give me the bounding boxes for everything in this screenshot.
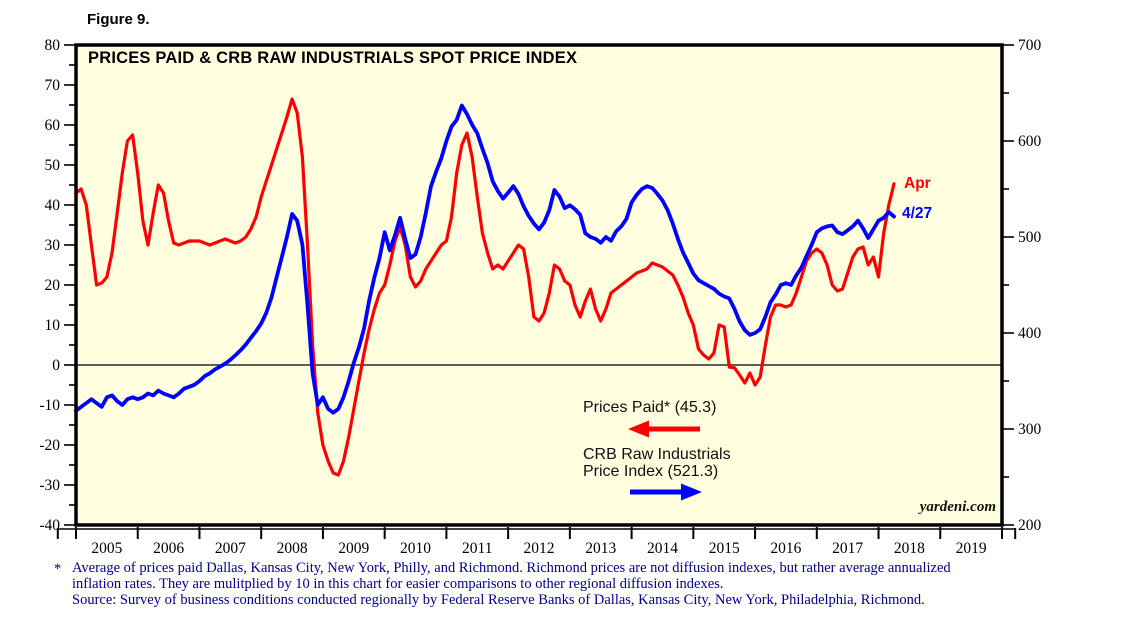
legend-crb-line1: CRB Raw Industrials xyxy=(583,446,731,463)
x-year-label: 2015 xyxy=(709,540,740,557)
x-year-label: 2016 xyxy=(770,540,801,557)
y-left-tick-label: -10 xyxy=(39,397,60,414)
crb-arrow xyxy=(630,483,702,501)
footnote-line-2: inflation rates. They are mulitplied by … xyxy=(72,576,724,593)
crb-index-line xyxy=(74,103,896,415)
x-year-label: 2009 xyxy=(338,540,369,557)
legend-crb-line2: Price Index (521.3) xyxy=(583,463,719,480)
y-left-tick-label: 70 xyxy=(45,77,61,94)
y-left-tick-label: 10 xyxy=(45,317,61,334)
footnote: Average of prices paid Dallas, Kansas Ci… xyxy=(72,560,1082,609)
footnote-asterisk: * xyxy=(54,561,62,577)
x-year-label: 2018 xyxy=(894,540,925,557)
x-year-label: 2014 xyxy=(647,540,678,557)
legend-prices-paid: Prices Paid* (45.3) xyxy=(583,399,717,416)
y-right-tick-label: 700 xyxy=(1018,37,1042,54)
x-year-label: 2005 xyxy=(91,540,122,557)
y-left-tick-label: -40 xyxy=(39,517,60,534)
y-left-tick-label: 40 xyxy=(45,197,61,214)
red-series-end-label: Apr xyxy=(904,175,931,192)
y-right-tick-label: 400 xyxy=(1018,325,1042,342)
x-year-label: 2013 xyxy=(585,540,616,557)
y-right-tick-label: 500 xyxy=(1018,229,1042,246)
x-year-label: 2017 xyxy=(832,540,863,557)
y-left-tick-label: 60 xyxy=(45,117,61,134)
legend-crb-index: CRB Raw Industrials Price Index (521.3) xyxy=(583,446,731,480)
axis-tick-labels: -40 -30 -20 -10 0 10 20 30 40 50 60 70 80 200 300 400 50… xyxy=(39,37,1041,557)
y-left-tick-label: 20 xyxy=(45,277,61,294)
x-year-label: 2011 xyxy=(462,540,492,557)
y-left-tick-label: 80 xyxy=(45,37,61,54)
figure-label: Figure 9. xyxy=(87,11,150,28)
yardeni-watermark: yardeni.com xyxy=(919,499,996,515)
y-left-tick-label: 50 xyxy=(45,157,61,174)
chart-title: PRICES PAID & CRB RAW INDUSTRIALS SPOT P… xyxy=(88,49,578,67)
x-year-label: 2006 xyxy=(153,540,184,557)
x-year-label: 2019 xyxy=(956,540,987,557)
plot-background xyxy=(76,45,1002,525)
footnote-line-1: Average of prices paid Dallas, Kansas Ci… xyxy=(72,560,951,576)
y-left-tick-label: 0 xyxy=(52,357,60,374)
x-year-label: 2012 xyxy=(524,540,555,557)
y-right-tick-label: 600 xyxy=(1018,133,1042,150)
x-year-label: 2008 xyxy=(277,540,308,557)
plot-frame xyxy=(74,43,1004,527)
footnote-line-3: Source: Survey of business conditions co… xyxy=(72,592,925,609)
y-right-tick-label: 300 xyxy=(1018,421,1042,438)
prices-paid-arrow xyxy=(628,420,700,438)
y-left-tick-label: 30 xyxy=(45,237,61,254)
y-left-tick-label: -20 xyxy=(39,437,60,454)
x-year-label: 2010 xyxy=(400,540,431,557)
y-right-tick-label: 200 xyxy=(1018,517,1042,534)
prices-paid-line xyxy=(74,97,896,477)
blue-series-end-label: 4/27 xyxy=(902,205,933,222)
x-year-label: 2007 xyxy=(215,540,246,557)
y-left-tick-label: -30 xyxy=(39,477,60,494)
